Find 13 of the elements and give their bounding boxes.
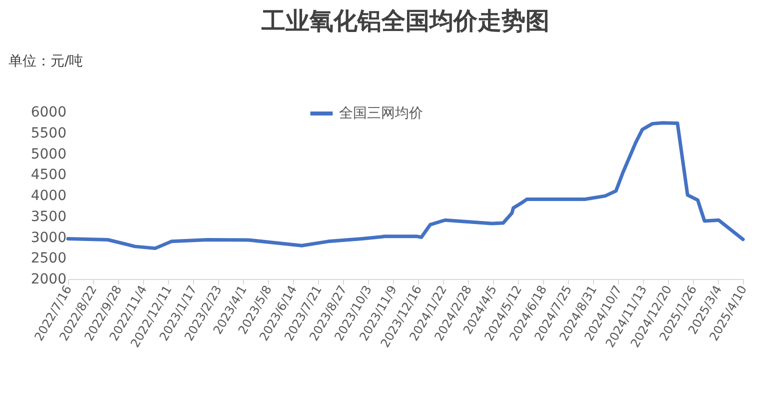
y-tick-label: 3000 <box>30 230 66 246</box>
y-tick-label: 4000 <box>30 188 66 204</box>
y-tick-label: 6000 <box>30 104 66 120</box>
y-tick-label: 2000 <box>30 272 66 288</box>
y-tick-label: 2500 <box>30 250 66 267</box>
y-tick-label: 4500 <box>30 167 66 184</box>
y-tick-label: 5000 <box>30 146 66 162</box>
y-tick-label: 3500 <box>30 208 66 225</box>
legend-label: 全国三网均价 <box>339 106 423 122</box>
y-axis-title: 单位：元/吨 <box>8 54 84 70</box>
chart-title: 工业氧化铝全国均价走势图 <box>260 8 550 35</box>
y-tick-label: 5500 <box>30 125 66 142</box>
line-series <box>66 121 745 250</box>
